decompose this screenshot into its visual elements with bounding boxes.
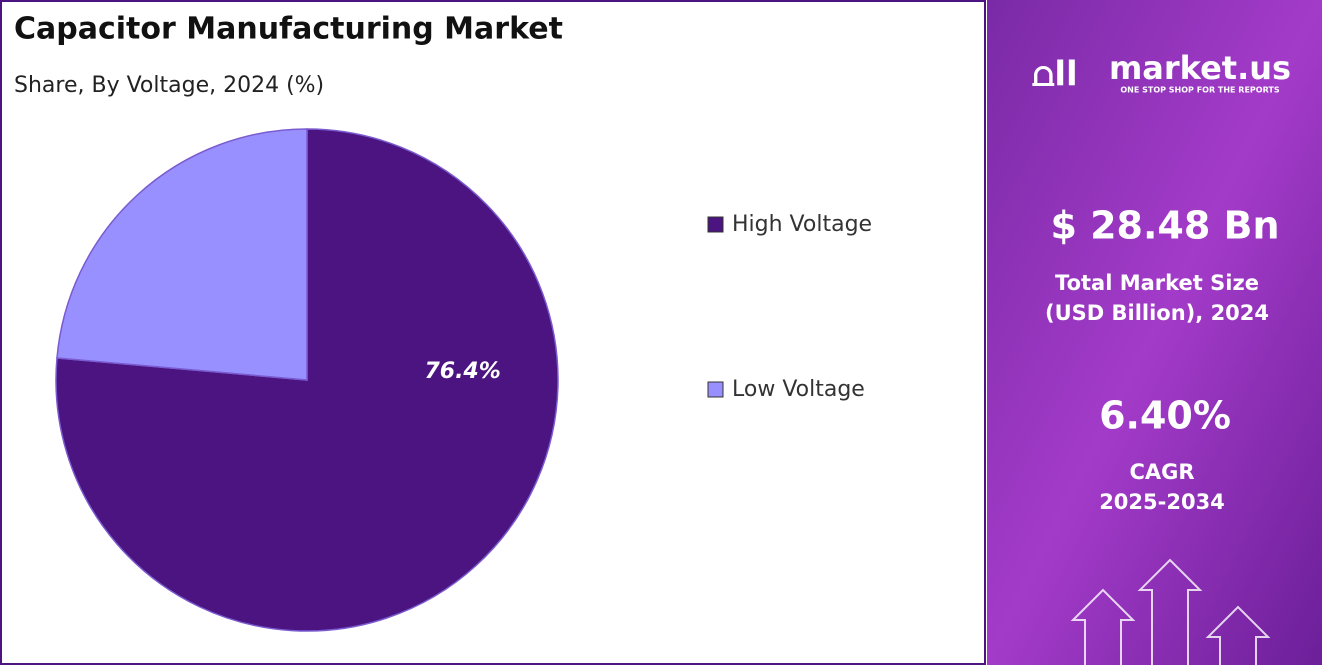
legend-label: Low Voltage [732, 377, 865, 402]
market-size: $ 28.48 Bn [1050, 204, 1279, 248]
tagline: ONE STOP SHOP FOR THE REPORTS [1120, 86, 1279, 95]
arrows-decoration [1070, 558, 1271, 665]
legend-swatch [707, 381, 724, 398]
data-label: 76.4% [424, 359, 500, 384]
side-panel [987, 0, 1322, 665]
market-size-label: Total Market Size [1055, 271, 1259, 295]
chart-subtitle: Share, By Voltage, 2024 (%) [14, 73, 324, 98]
cagr: 6.40% [1099, 394, 1231, 438]
chart-title: Capacitor Manufacturing Market [14, 12, 563, 47]
legend-swatch [707, 216, 724, 233]
market-size-label: (USD Billion), 2024 [1045, 301, 1269, 325]
legend: High Voltage Low Voltage [707, 212, 872, 402]
pie: 76.4% [55, 128, 559, 632]
logo-icon: ⩍ll [1032, 55, 1077, 95]
pie-slice [56, 128, 308, 381]
brand: market.us [1109, 49, 1291, 87]
cagr-period: 2025-2034 [1099, 490, 1225, 514]
side-text: ⩍ll market.us ONE STOP SHOP FOR THE REPO… [1032, 49, 1291, 514]
legend-label: High Voltage [732, 212, 872, 237]
cagr-label: CAGR [1129, 460, 1194, 484]
